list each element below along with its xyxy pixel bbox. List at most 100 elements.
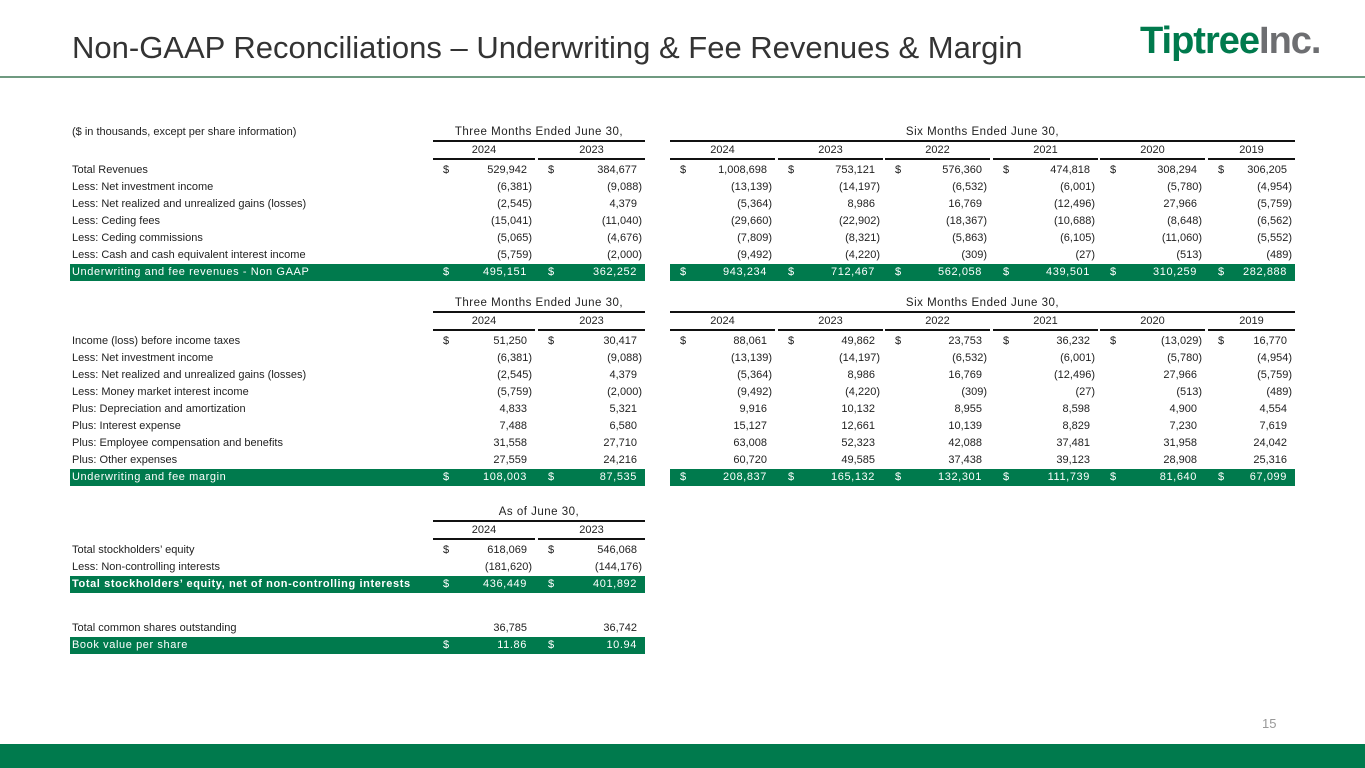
cell-value: (6,532) xyxy=(952,352,987,364)
cell-value: (489) xyxy=(1266,249,1292,261)
cell-value: 943,234 xyxy=(723,266,767,278)
cell-value: (2,000) xyxy=(607,249,642,261)
currency-symbol: $ xyxy=(443,544,450,556)
year-header: 2024 xyxy=(670,313,775,331)
cell-value: (13,029) xyxy=(1161,335,1202,347)
cell-value: 111,739 xyxy=(1047,471,1090,483)
cell-value: (4,954) xyxy=(1257,352,1292,364)
cell-value: (12,496) xyxy=(1054,198,1095,210)
cell-value: (2,545) xyxy=(497,369,532,381)
cell-value: 25,316 xyxy=(1253,454,1287,466)
cell-value: (4,220) xyxy=(845,249,880,261)
year-header: 2023 xyxy=(538,142,645,160)
cell-value: 165,132 xyxy=(831,471,875,483)
cell-value: 30,417 xyxy=(603,335,637,347)
currency-symbol: $ xyxy=(680,266,687,278)
cell-value: 52,323 xyxy=(841,437,875,449)
cell-value: (309) xyxy=(961,386,987,398)
cell-value: (8,648) xyxy=(1167,215,1202,227)
cell-value: 37,481 xyxy=(1056,437,1090,449)
row-label: Underwriting and fee margin xyxy=(72,471,227,483)
year-header: 2024 xyxy=(433,142,535,160)
cell-value: 10,132 xyxy=(841,403,875,415)
year-header: 2024 xyxy=(670,142,775,160)
row-label: Plus: Interest expense xyxy=(72,420,181,432)
cell-value: 67,099 xyxy=(1249,471,1287,483)
cell-value: (7,809) xyxy=(737,232,772,244)
currency-symbol: $ xyxy=(895,335,902,347)
cell-value: 51,250 xyxy=(493,335,527,347)
cell-value: 16,769 xyxy=(948,369,982,381)
cell-value: 12,661 xyxy=(841,420,875,432)
cell-value: 27,966 xyxy=(1163,198,1197,210)
cell-value: (13,139) xyxy=(731,352,772,364)
cell-value: (27) xyxy=(1075,249,1095,261)
total-row-bg xyxy=(70,469,645,486)
cell-value: 37,438 xyxy=(948,454,982,466)
currency-symbol: $ xyxy=(895,266,902,278)
year-header: 2023 xyxy=(538,313,645,331)
currency-symbol: $ xyxy=(1110,471,1117,483)
cell-value: (4,676) xyxy=(607,232,642,244)
row-label: Plus: Employee compensation and benefits xyxy=(72,437,283,449)
cell-value: 4,379 xyxy=(609,198,637,210)
cell-value: 8,955 xyxy=(954,403,982,415)
period-header: Six Months Ended June 30, xyxy=(670,295,1295,313)
cell-value: (9,088) xyxy=(607,181,642,193)
cell-value: 87,535 xyxy=(599,471,637,483)
cell-value: 7,230 xyxy=(1169,420,1197,432)
row-label: Plus: Other expenses xyxy=(72,454,178,466)
total-row-bg xyxy=(70,264,645,281)
cell-value: (5,759) xyxy=(497,386,532,398)
cell-value: (6,381) xyxy=(497,352,532,364)
row-label: Less: Net realized and unrealized gains … xyxy=(72,369,307,381)
cell-value: (10,688) xyxy=(1054,215,1095,227)
cell-value: (5,863) xyxy=(952,232,987,244)
row-label: Underwriting and fee revenues - Non GAAP xyxy=(72,266,310,278)
cell-value: 282,888 xyxy=(1243,266,1287,278)
currency-symbol: $ xyxy=(443,266,450,278)
cell-value: 576,360 xyxy=(942,164,982,176)
cell-value: 401,892 xyxy=(593,578,637,590)
year-header: 2023 xyxy=(538,522,645,540)
cell-value: 42,088 xyxy=(948,437,982,449)
cell-value: 16,770 xyxy=(1253,335,1287,347)
row-label: Less: Net investment income xyxy=(72,181,214,193)
total-row-bg xyxy=(670,264,1295,281)
currency-symbol: $ xyxy=(548,266,555,278)
row-label: Less: Non-controlling interests xyxy=(72,561,220,573)
cell-value: (6,381) xyxy=(497,181,532,193)
cell-value: (6,001) xyxy=(1060,352,1095,364)
cell-value: (6,001) xyxy=(1060,181,1095,193)
cell-value: (2,545) xyxy=(497,198,532,210)
currency-symbol: $ xyxy=(680,164,687,176)
cell-value: (5,780) xyxy=(1167,181,1202,193)
currency-symbol: $ xyxy=(548,544,555,556)
row-label: Total stockholders’ equity, net of non-c… xyxy=(72,578,411,590)
currency-symbol: $ xyxy=(788,471,795,483)
cell-value: (5,759) xyxy=(1257,369,1292,381)
year-header: 2021 xyxy=(993,313,1098,331)
cell-value: (5,759) xyxy=(1257,198,1292,210)
cell-value: (5,780) xyxy=(1167,352,1202,364)
cell-value: (513) xyxy=(1176,249,1202,261)
page-title: Non-GAAP Reconciliations – Underwriting … xyxy=(72,30,1023,65)
cell-value: 474,818 xyxy=(1050,164,1090,176)
currency-symbol: $ xyxy=(443,164,450,176)
cell-value: (5,552) xyxy=(1257,232,1292,244)
cell-value: 4,900 xyxy=(1169,403,1197,415)
cell-value: 362,252 xyxy=(593,266,637,278)
cell-value: 36,785 xyxy=(493,622,527,635)
year-header: 2023 xyxy=(778,313,883,331)
cell-value: (11,040) xyxy=(601,215,642,227)
cell-value: (12,496) xyxy=(1054,369,1095,381)
cell-value: (6,105) xyxy=(1060,232,1095,244)
currency-symbol: $ xyxy=(1110,266,1117,278)
cell-value: 8,829 xyxy=(1062,420,1090,432)
cell-value: (6,532) xyxy=(952,181,987,193)
page-number: 15 xyxy=(1262,716,1277,731)
units-note: ($ in thousands, except per share inform… xyxy=(72,126,297,138)
currency-symbol: $ xyxy=(1003,164,1010,176)
period-header: Six Months Ended June 30, xyxy=(670,124,1295,142)
row-label: Less: Ceding commissions xyxy=(72,232,203,244)
